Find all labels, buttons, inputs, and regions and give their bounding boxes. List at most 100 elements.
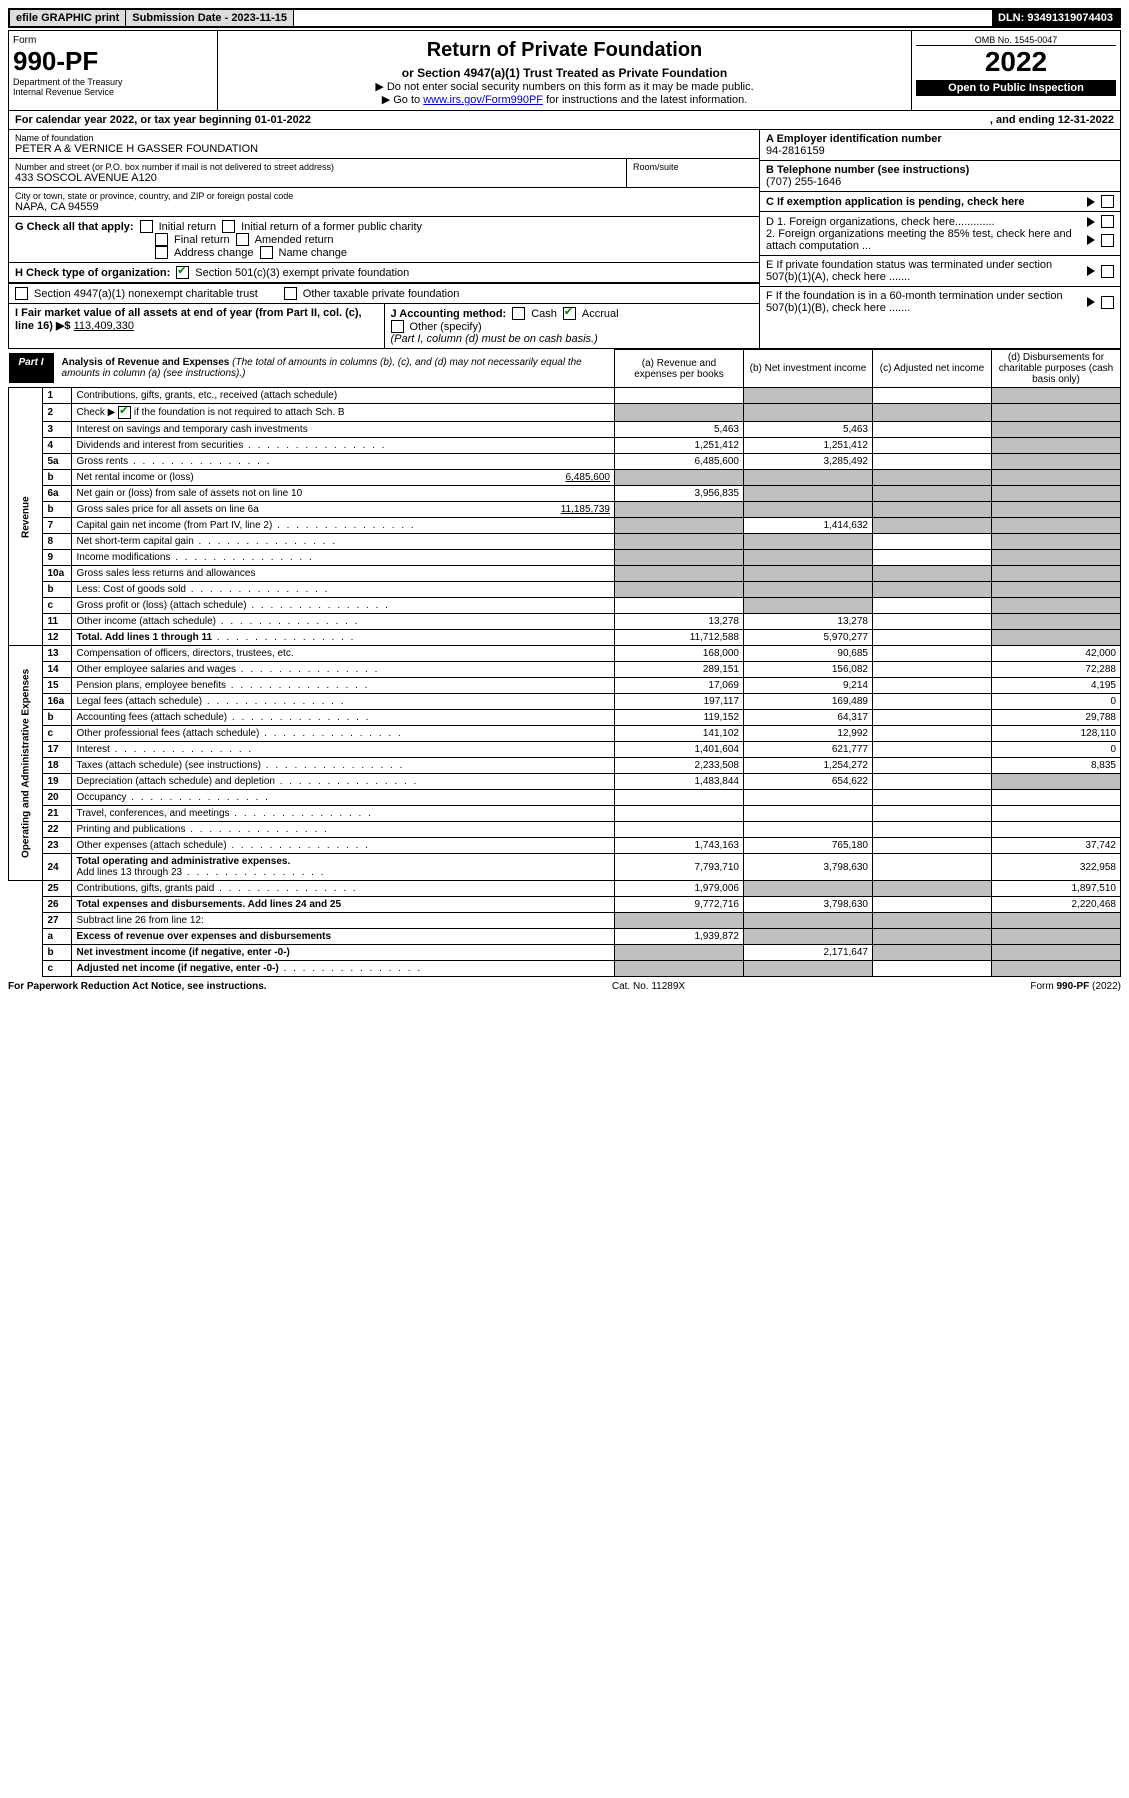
row-desc: Other income (attach schedule) xyxy=(72,614,615,630)
tri-icon xyxy=(1087,217,1095,227)
r12d: Total. Add lines 1 through 11 xyxy=(76,632,212,643)
info-block: Name of foundation PETER A & VERNICE H G… xyxy=(8,130,1121,349)
val: 128,110 xyxy=(992,726,1121,742)
f-label: F If the foundation is in a 60-month ter… xyxy=(766,290,1081,314)
val: 1,483,844 xyxy=(615,774,744,790)
val: 1,254,272 xyxy=(744,758,873,774)
row-desc: Subtract line 26 from line 12: xyxy=(72,913,615,929)
g2: Initial return of a former public charit… xyxy=(241,221,422,233)
row-desc: Net rental income or (loss) 6,485,600 xyxy=(72,470,615,486)
val: 5,463 xyxy=(615,422,744,438)
form-note-1: ▶ Do not enter social security numbers o… xyxy=(222,80,907,93)
val: 17,069 xyxy=(615,678,744,694)
cb-other-method[interactable] xyxy=(391,320,404,333)
name-label: Name of foundation xyxy=(15,133,753,143)
cb-accrual[interactable] xyxy=(563,307,576,320)
ln: a xyxy=(43,929,72,945)
tri-icon xyxy=(1087,235,1095,245)
ln: 4 xyxy=(43,438,72,454)
ln: 14 xyxy=(43,662,72,678)
val: 1,401,604 xyxy=(615,742,744,758)
r24d: Total operating and administrative expen… xyxy=(76,856,290,867)
top-bar: efile GRAPHIC print Submission Date - 20… xyxy=(8,8,1121,28)
val: 156,082 xyxy=(744,662,873,678)
cb-final-return[interactable] xyxy=(155,233,168,246)
row-desc: Total operating and administrative expen… xyxy=(72,854,615,881)
h1: Section 501(c)(3) exempt private foundat… xyxy=(195,267,409,279)
row-desc: Net investment income (if negative, ente… xyxy=(72,945,615,961)
val: 12,992 xyxy=(744,726,873,742)
val: 765,180 xyxy=(744,838,873,854)
ln: 9 xyxy=(43,550,72,566)
irs-link[interactable]: www.irs.gov/Form990PF xyxy=(423,94,543,106)
cb-amended-return[interactable] xyxy=(236,233,249,246)
row-desc: Contributions, gifts, grants paid xyxy=(72,881,615,897)
dept: Department of the Treasury xyxy=(13,77,213,87)
ln: 19 xyxy=(43,774,72,790)
row-desc: Interest xyxy=(72,742,615,758)
cb-initial-return[interactable] xyxy=(140,220,153,233)
part1-desc: Analysis of Revenue and Expenses (The to… xyxy=(54,353,614,383)
row-desc: Capital gain net income (from Part IV, l… xyxy=(72,518,615,534)
cb-c[interactable] xyxy=(1101,195,1114,208)
city-state-zip: NAPA, CA 94559 xyxy=(15,201,753,213)
cb-other-taxable[interactable] xyxy=(284,287,297,300)
cb-name-change[interactable] xyxy=(260,246,273,259)
val: 11,712,588 xyxy=(615,630,744,646)
val: 4,195 xyxy=(992,678,1121,694)
val: 13,278 xyxy=(744,614,873,630)
val: 169,489 xyxy=(744,694,873,710)
ln: 8 xyxy=(43,534,72,550)
val: 7,793,710 xyxy=(615,854,744,881)
val: 1,251,412 xyxy=(615,438,744,454)
row-desc: Total. Add lines 1 through 11 xyxy=(72,630,615,646)
val: 654,622 xyxy=(744,774,873,790)
row-desc: Adjusted net income (if negative, enter … xyxy=(72,961,615,977)
cb-d1[interactable] xyxy=(1101,215,1114,228)
val: 0 xyxy=(992,694,1121,710)
g-label: G Check all that apply: xyxy=(15,221,134,233)
val: 2,220,468 xyxy=(992,897,1121,913)
ln: 27 xyxy=(43,913,72,929)
efile-print-button[interactable]: efile GRAPHIC print xyxy=(10,10,126,26)
cb-e[interactable] xyxy=(1101,265,1114,278)
val: 5,463 xyxy=(744,422,873,438)
val: 3,798,630 xyxy=(744,854,873,881)
val: 2,233,508 xyxy=(615,758,744,774)
ln: c xyxy=(43,961,72,977)
j-label: J Accounting method: xyxy=(391,308,507,320)
row-desc: Net gain or (loss) from sale of assets n… xyxy=(72,486,615,502)
cb-4947a1[interactable] xyxy=(15,287,28,300)
room-label: Room/suite xyxy=(633,162,753,172)
cb-schb[interactable] xyxy=(118,406,131,419)
val: 1,939,872 xyxy=(615,929,744,945)
cb-f[interactable] xyxy=(1101,296,1114,309)
val: 3,285,492 xyxy=(744,454,873,470)
row-desc: Other expenses (attach schedule) xyxy=(72,838,615,854)
j3: Other (specify) xyxy=(410,321,482,333)
r24d2: Add lines 13 through 23 xyxy=(76,867,325,878)
cb-d2[interactable] xyxy=(1101,234,1114,247)
row-desc: Total expenses and disbursements. Add li… xyxy=(72,897,615,913)
cb-initial-former[interactable] xyxy=(222,220,235,233)
cb-cash[interactable] xyxy=(512,307,525,320)
cb-address-change[interactable] xyxy=(155,246,168,259)
row-desc: Occupancy xyxy=(72,790,615,806)
val: 1,414,632 xyxy=(744,518,873,534)
ln: 7 xyxy=(43,518,72,534)
h3: Other taxable private foundation xyxy=(303,288,460,300)
ln: b xyxy=(43,470,72,486)
d1: D 1. Foreign organizations, check here..… xyxy=(766,216,1081,228)
row-desc: Gross profit or (loss) (attach schedule) xyxy=(72,598,615,614)
d2: 2. Foreign organizations meeting the 85%… xyxy=(766,228,1081,252)
val: 5,970,277 xyxy=(744,630,873,646)
val: 197,117 xyxy=(615,694,744,710)
val: 90,685 xyxy=(744,646,873,662)
footer: For Paperwork Reduction Act Notice, see … xyxy=(8,981,1121,992)
cb-501c3[interactable] xyxy=(176,266,189,279)
calendar-year-row: For calendar year 2022, or tax year begi… xyxy=(8,111,1121,130)
part1-tag: Part I xyxy=(9,353,54,383)
r2post: if the foundation is not required to att… xyxy=(131,407,344,418)
val: 141,102 xyxy=(615,726,744,742)
r26d: Total expenses and disbursements. Add li… xyxy=(76,899,341,910)
